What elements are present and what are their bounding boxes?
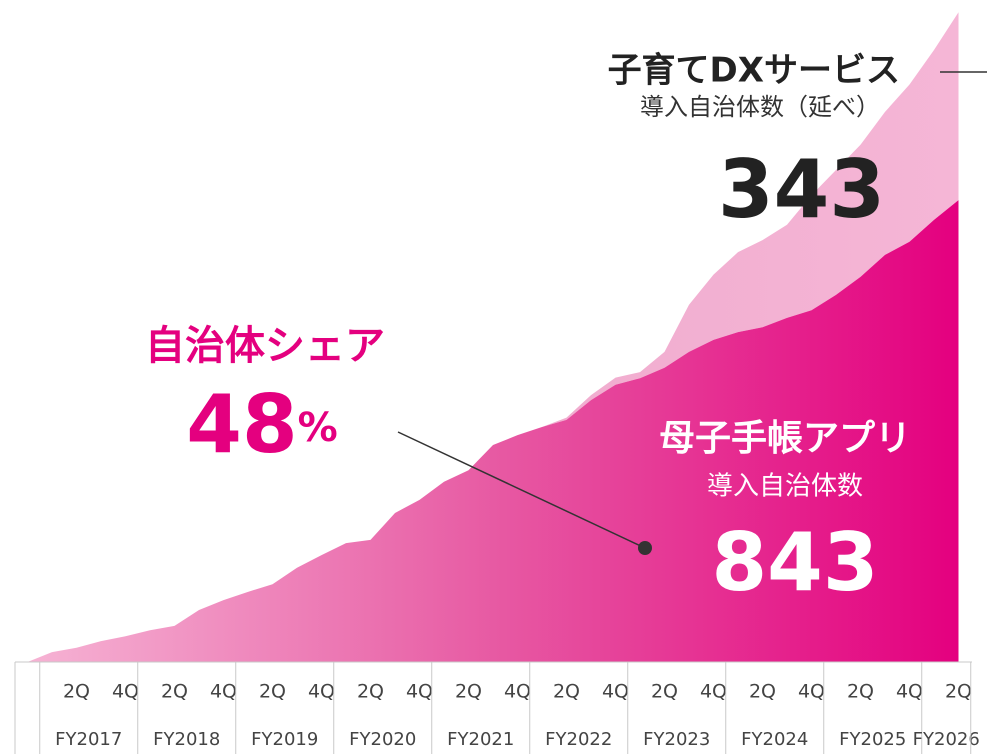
leader-line <box>397 431 646 549</box>
annotation-value: 48% <box>186 378 337 471</box>
share-unit: % <box>298 405 338 451</box>
x-tick-label: 2Q <box>259 681 286 703</box>
x-tick-label: 2Q <box>63 681 90 703</box>
series-subtitle: 導入自治体数（延べ） <box>640 93 880 121</box>
x-tick-label: 4Q <box>406 681 433 703</box>
x-tick-label: 4Q <box>700 681 727 703</box>
x-tick-label: 2Q <box>553 681 580 703</box>
x-group-label: FY2025 <box>839 729 906 750</box>
x-tick-label: 4Q <box>210 681 237 703</box>
annotation-label: 自治体シェア <box>145 323 385 369</box>
series-total: 343 <box>718 143 885 236</box>
x-group-label: FY2019 <box>251 729 318 750</box>
x-group-label: FY2021 <box>447 729 514 750</box>
share-number: 48 <box>186 378 297 471</box>
x-group-label: FY2026 <box>913 729 980 750</box>
x-tick-label: 4Q <box>504 681 531 703</box>
x-group-label: FY2024 <box>741 729 808 750</box>
x-tick-label: 4Q <box>308 681 335 703</box>
x-tick-label: 2Q <box>161 681 188 703</box>
x-group-label: FY2020 <box>349 729 416 750</box>
series-label: 子育てDXサービス <box>608 51 900 91</box>
x-group-label: FY2022 <box>545 729 612 750</box>
series-subtitle: 導入自治体数 <box>707 472 863 502</box>
leader-dot <box>638 541 652 555</box>
x-tick-label: 4Q <box>896 681 923 703</box>
x-tick-label: 2Q <box>749 681 776 703</box>
area <box>27 200 959 662</box>
x-tick-label: 2Q <box>847 681 874 703</box>
x-tick-label: 2Q <box>455 681 482 703</box>
series-label: 母子手帳アプリ <box>659 418 911 459</box>
x-group-label: FY2018 <box>153 729 220 750</box>
x-group-label: FY2017 <box>55 729 122 750</box>
x-tick-label: 2Q <box>945 681 972 703</box>
x-tick-label: 2Q <box>357 681 384 703</box>
x-tick-label: 4Q <box>798 681 825 703</box>
x-tick-label: 4Q <box>602 681 629 703</box>
x-tick-label: 4Q <box>112 681 139 703</box>
x-group-label: FY2023 <box>643 729 710 750</box>
x-tick-label: 2Q <box>651 681 678 703</box>
series-total: 843 <box>712 516 879 609</box>
